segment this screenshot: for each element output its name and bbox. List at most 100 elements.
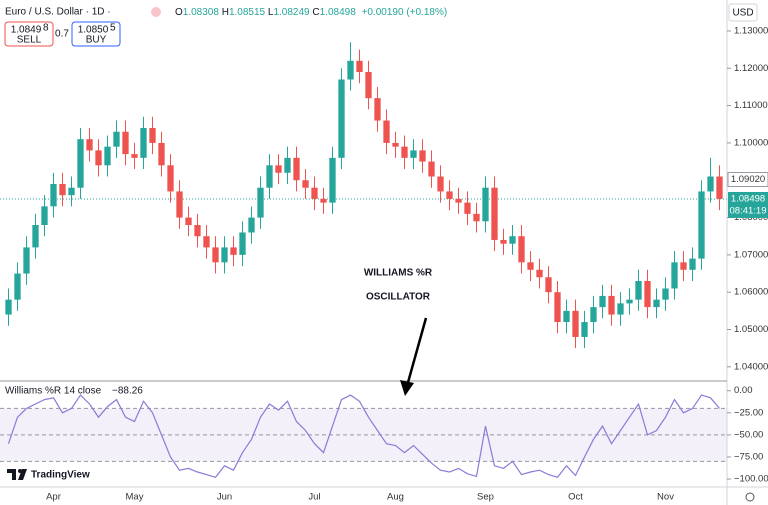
buy-box[interactable]	[71, 21, 121, 47]
candle-body	[689, 258, 696, 270]
buy-pip: 5	[110, 23, 116, 34]
candle-body	[41, 206, 48, 226]
candle-body	[293, 157, 300, 181]
candle-body	[698, 191, 705, 259]
candle-body	[248, 217, 255, 233]
candle-body	[185, 217, 192, 226]
candle-body	[653, 299, 660, 308]
logo-icon	[7, 469, 27, 480]
candle-body	[509, 236, 516, 244]
candle-body	[527, 262, 534, 270]
candle-body	[122, 131, 129, 155]
candle-body	[5, 299, 12, 315]
buy-price: 1.0850	[78, 25, 109, 36]
x-tick-label: Nov	[657, 492, 674, 503]
y-tick-label: 1.05000	[734, 324, 768, 335]
candle-body	[671, 262, 678, 289]
spread: 0.7	[55, 29, 69, 40]
candle-body	[473, 213, 480, 222]
sell-box[interactable]	[4, 21, 54, 47]
h-label: H	[222, 7, 229, 18]
candle-body	[626, 299, 633, 304]
y-tick-label: 1.06000	[734, 287, 768, 298]
candle-body	[428, 161, 435, 177]
candle-body	[581, 322, 588, 337]
candle-body	[644, 280, 651, 308]
logo: TradingView	[7, 469, 90, 481]
candle-body	[203, 236, 210, 248]
candle-body	[392, 142, 399, 147]
candle-body	[158, 142, 165, 166]
currency: USD	[732, 8, 753, 19]
indicator-line	[7, 394, 720, 478]
currency-button[interactable]	[728, 3, 758, 22]
annotation-arrow	[405, 317, 428, 387]
sell-label: SELL	[17, 35, 42, 46]
y-tick-label: 1.13000	[734, 25, 768, 36]
candle-body	[347, 60, 354, 80]
y-tick-label: 1.11000	[734, 100, 768, 111]
candle-body	[446, 191, 453, 199]
candle-body	[572, 310, 579, 337]
candle-body	[338, 79, 345, 158]
candle-body	[374, 98, 381, 121]
x-tick-label: Aug	[387, 492, 404, 503]
h-value: 1.08515	[229, 7, 266, 18]
candle-body	[113, 131, 120, 147]
sell-pip: 8	[43, 23, 49, 34]
candle-body	[86, 139, 93, 151]
candle-body	[239, 232, 246, 255]
c-value: 1.08498	[320, 7, 357, 18]
price-tag	[728, 191, 768, 218]
candle-body	[68, 187, 75, 196]
ohlc: O1.08308 H1.08515 L1.08249 C1.08498 +0.0…	[175, 7, 447, 18]
x-tick-label: May	[126, 492, 144, 503]
candle-body	[131, 154, 138, 158]
x-tick-label: Apr	[46, 492, 61, 503]
candle-body	[437, 176, 444, 192]
o-label: O	[175, 7, 183, 18]
candle-body	[32, 225, 39, 248]
y-tick-label: 1.07000	[734, 249, 768, 260]
o-value: 1.08308	[183, 7, 220, 18]
candle-body	[608, 295, 615, 315]
y-tick-label: 0.00	[734, 385, 753, 396]
y-tick-label: −50.00	[734, 429, 763, 440]
candle-body	[104, 146, 111, 166]
market-status	[151, 7, 161, 17]
sell-button[interactable]: 1.0849 8 SELL	[4, 21, 54, 47]
symbol-title: Euro / U.S. Dollar · 1D ·	[5, 7, 111, 18]
price-tag	[727, 171, 768, 187]
indicator-value: −88.26	[112, 386, 143, 397]
candle-body	[419, 150, 426, 162]
candle-body	[302, 180, 309, 188]
price-tag-label: 1.09020	[731, 174, 765, 185]
candle-body	[230, 247, 237, 255]
annotation: OSCILLATOR	[366, 292, 431, 303]
candle-body	[563, 310, 570, 323]
candle-body	[554, 292, 561, 323]
x-tick-label: Jun	[217, 492, 232, 503]
settings-icon[interactable]	[745, 492, 755, 502]
y-tick-label: −100.00	[734, 474, 768, 485]
candle-body	[194, 225, 201, 237]
candle-body	[140, 127, 147, 158]
y-tick-label: −25.00	[734, 407, 763, 418]
buy-button[interactable]: 1.0850 5 BUY	[71, 21, 121, 47]
candle-body	[59, 183, 66, 196]
arrow-head	[400, 380, 414, 396]
candle-body	[500, 239, 507, 244]
candle-body	[284, 157, 291, 173]
candle-body	[23, 247, 30, 274]
candle-body	[365, 72, 372, 99]
candle-body	[617, 303, 624, 315]
y-tick-label: 1.10000	[734, 137, 768, 148]
countdown: 08:41:19	[730, 205, 767, 216]
l-value: 1.08249	[273, 7, 310, 18]
price-tag-label: 1.08498	[731, 193, 765, 204]
candle-body	[599, 295, 606, 308]
change: +0.00190 (+0.18%)	[362, 7, 448, 18]
x-tick-label: Oct	[568, 492, 583, 503]
